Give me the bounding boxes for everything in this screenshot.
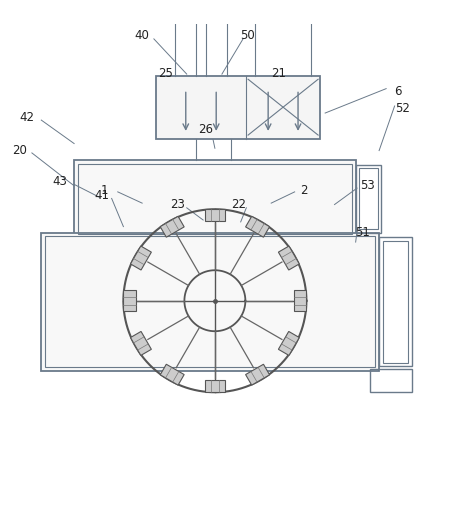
- Text: 43: 43: [52, 175, 67, 188]
- Text: 40: 40: [135, 29, 150, 42]
- Text: 26: 26: [198, 123, 213, 136]
- Polygon shape: [204, 380, 225, 392]
- Text: 22: 22: [231, 198, 246, 211]
- Text: 41: 41: [95, 189, 110, 202]
- Polygon shape: [74, 160, 355, 237]
- Polygon shape: [123, 291, 135, 311]
- Text: 1: 1: [101, 184, 109, 197]
- Text: 51: 51: [355, 226, 370, 239]
- Polygon shape: [278, 246, 299, 270]
- Text: 42: 42: [20, 111, 35, 124]
- Polygon shape: [245, 216, 270, 237]
- Text: 23: 23: [170, 198, 185, 211]
- Text: 50: 50: [240, 29, 255, 42]
- Polygon shape: [160, 364, 184, 385]
- Text: 25: 25: [158, 67, 173, 80]
- Polygon shape: [204, 209, 225, 221]
- Polygon shape: [156, 75, 320, 139]
- Polygon shape: [294, 291, 306, 311]
- Polygon shape: [130, 246, 152, 270]
- Text: 6: 6: [394, 85, 402, 98]
- Polygon shape: [160, 216, 184, 237]
- Polygon shape: [130, 331, 152, 355]
- Polygon shape: [278, 331, 299, 355]
- Polygon shape: [41, 233, 379, 371]
- Text: 21: 21: [271, 67, 286, 80]
- Text: 2: 2: [300, 184, 308, 197]
- Text: 53: 53: [360, 179, 375, 192]
- Polygon shape: [245, 364, 270, 385]
- Text: 20: 20: [12, 144, 26, 157]
- Text: 52: 52: [395, 102, 410, 115]
